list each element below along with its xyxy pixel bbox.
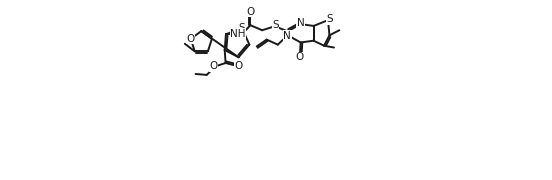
Text: N: N <box>284 31 291 41</box>
Text: S: S <box>272 20 279 30</box>
Text: O: O <box>246 7 254 17</box>
Text: O: O <box>234 61 242 71</box>
Text: NH: NH <box>230 29 246 39</box>
Text: O: O <box>209 61 217 71</box>
Text: S: S <box>239 23 246 33</box>
Text: N: N <box>297 18 305 28</box>
Text: S: S <box>327 14 333 24</box>
Text: O: O <box>296 52 304 62</box>
Text: O: O <box>187 34 195 44</box>
